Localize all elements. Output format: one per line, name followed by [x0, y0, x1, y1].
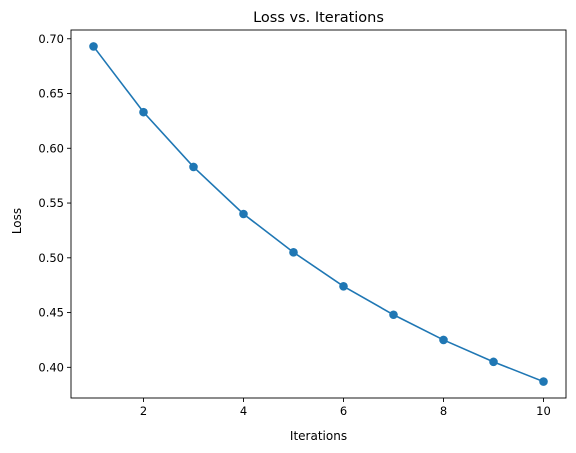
data-point — [389, 310, 398, 320]
data-point — [539, 377, 548, 386]
data-point — [489, 357, 498, 367]
x-tick-label: 2 — [140, 404, 147, 418]
y-tick-label: 0.60 — [38, 141, 64, 155]
data-point — [439, 335, 448, 345]
axis-ticks: 2 4 6 8 10 0.40 0.45 0.50 0.55 0.60 0.65 0.70 — [38, 32, 550, 418]
data-point — [339, 281, 348, 291]
data-point — [139, 107, 148, 117]
x-tick-label: 10 — [536, 404, 551, 418]
data-point — [289, 248, 298, 257]
chart-title: Loss vs. Iterations — [253, 10, 384, 26]
y-tick-label: 0.45 — [38, 306, 64, 320]
plot-frame — [70, 29, 567, 399]
data-point — [89, 42, 98, 51]
loss-series — [89, 42, 548, 386]
x-axis-label: Iterations — [290, 429, 347, 443]
y-tick-label: 0.40 — [38, 360, 64, 374]
x-tick-label: 4 — [240, 404, 247, 418]
y-tick-label: 0.50 — [38, 251, 64, 265]
x-tick-label: 8 — [440, 404, 447, 418]
data-point — [239, 209, 248, 219]
loss-line — [92, 45, 544, 383]
x-tick-label: 6 — [340, 404, 347, 418]
y-tick-label: 0.55 — [38, 196, 64, 210]
y-tick-label: 0.70 — [38, 32, 64, 46]
y-tick-label: 0.65 — [38, 87, 64, 101]
y-axis-label: Loss — [10, 208, 24, 234]
data-point — [189, 162, 198, 172]
